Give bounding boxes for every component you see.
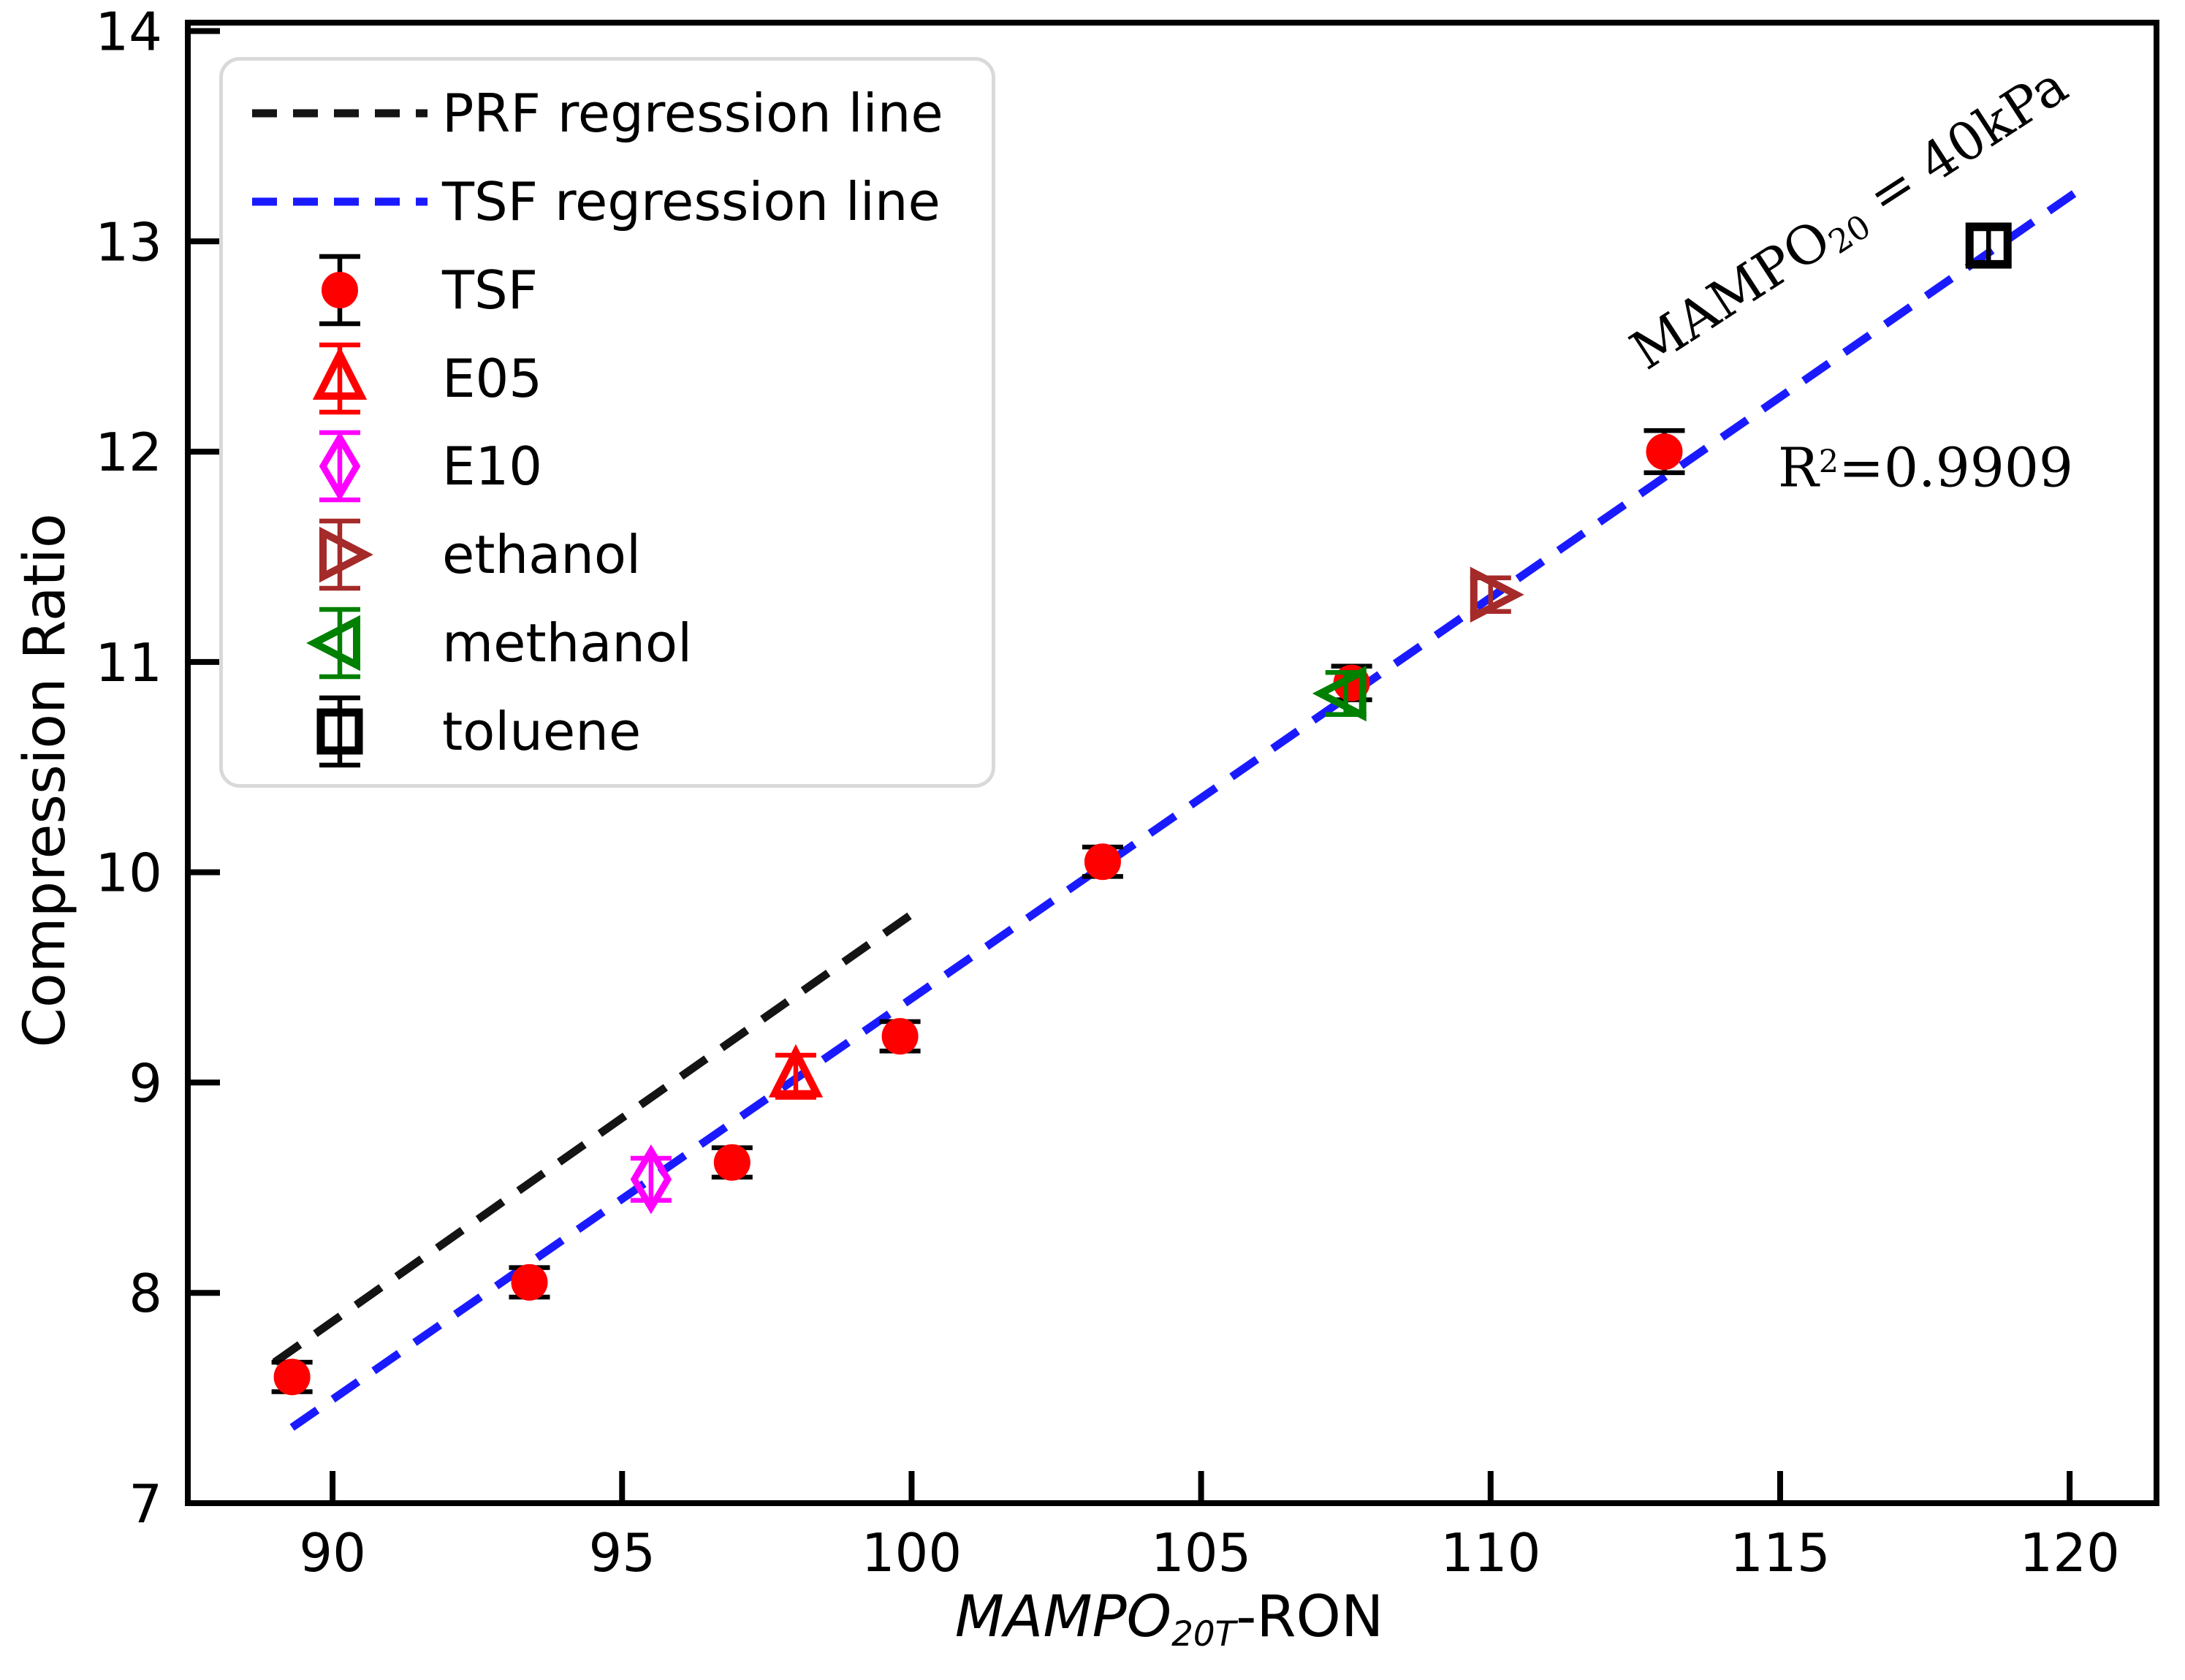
marker-ethanol: [1470, 566, 1524, 623]
y-tick-label: 14: [95, 1, 162, 63]
marker-tsf: [1646, 433, 1683, 471]
marker-tsf: [881, 1018, 919, 1055]
legend-marker: [319, 526, 373, 583]
legend-marker-icon: [319, 430, 361, 503]
x-tick-label: 110: [1440, 1522, 1540, 1584]
legend-item-ethanol: ethanol: [223, 511, 992, 598]
legend-item-label: toluene: [442, 700, 642, 762]
series-e05: [768, 1044, 824, 1100]
marker-e05: [768, 1044, 824, 1098]
legend-marker-icon: [312, 342, 368, 414]
legend-item-e10: E10: [223, 422, 992, 510]
legend-item-label: ethanol: [442, 524, 641, 586]
x-tick-label: 105: [1151, 1522, 1251, 1584]
legend-item-toluene: toluene: [223, 688, 992, 775]
marker-tsf: [511, 1263, 548, 1301]
legend-marker-icon: [319, 254, 360, 327]
x-axis-label: MAMPO20T-RON: [804, 1584, 1535, 1657]
legend-item-label: PRF regression line: [442, 83, 943, 145]
errorbar-e10: [630, 1155, 672, 1203]
marker-tsf: [273, 1358, 311, 1396]
marker-toluene: [1965, 222, 2012, 269]
legend-item-label: methanol: [442, 612, 693, 674]
y-tick-label: 11: [95, 632, 162, 693]
y-tick-label: 13: [95, 211, 162, 273]
y-tick-label: 8: [129, 1263, 162, 1324]
x-tick-label: 120: [2019, 1522, 2119, 1584]
legend-marker: [312, 346, 368, 400]
legend-marker-icon: [319, 518, 373, 591]
annotation-r-squared: R2=0.9909: [1703, 427, 2148, 500]
legend: PRF regression line TSF regression line TS…: [219, 57, 995, 788]
legend-marker: [319, 431, 361, 502]
legend-item-prf-regression-line: PRF regression line: [223, 69, 992, 157]
x-axis-label-suffix: -RON: [1236, 1584, 1384, 1650]
y-axis-label-text: Compression Ratio: [12, 513, 78, 1048]
regression-line-prf-regression-line: [272, 911, 914, 1366]
legend-marker: [316, 708, 363, 755]
legend-errorbar: [319, 518, 360, 591]
legend-item-label: E10: [442, 436, 543, 498]
legend-line-icon: [252, 109, 428, 118]
regression-line-tsf-regression-line: [289, 181, 2090, 1431]
x-tick-label: 100: [862, 1522, 962, 1584]
legend-line-icon: [252, 197, 428, 206]
legend-errorbar: [319, 607, 360, 680]
legend-marker-icon: [316, 695, 363, 767]
annotation-r2-main: R: [1778, 436, 1819, 500]
x-tick-label: 95: [588, 1522, 656, 1584]
errorbar-toluene: [1968, 226, 2010, 265]
y-tick-label: 7: [129, 1473, 162, 1535]
x-axis-label-subscript: 20T: [1171, 1615, 1236, 1655]
legend-marker-icon: [306, 607, 360, 680]
y-tick-label: 9: [129, 1052, 162, 1114]
legend-item-tsf-regression-line: TSF regression line: [223, 158, 992, 246]
y-tick-label: 10: [95, 843, 162, 904]
plot-frame: [185, 20, 2159, 1506]
marker-tsf: [713, 1144, 750, 1181]
x-tick-label: 90: [299, 1522, 366, 1584]
series-e10: [630, 1144, 672, 1215]
y-axis-label: Compression Ratio: [12, 488, 79, 1073]
legend-item-e05: E05: [223, 335, 992, 422]
marker-tsf: [1084, 843, 1121, 881]
series-ethanol: [1470, 566, 1524, 623]
annotation-r2-suffix: =0.9909: [1839, 436, 2073, 500]
legend-item-tsf: TSF: [223, 246, 992, 334]
x-axis-label-main: MAMPO: [954, 1584, 1172, 1650]
legend-marker: [322, 271, 358, 308]
legend-item-label: E05: [442, 347, 543, 409]
series-toluene: [1965, 222, 2012, 269]
y-tick-label: 12: [95, 422, 162, 483]
legend-errorbar: [319, 695, 360, 767]
legend-item-methanol: methanol: [223, 599, 992, 687]
marker-methanol: [1312, 665, 1367, 722]
legend-item-label: TSF regression line: [442, 171, 940, 233]
legend-marker: [306, 615, 360, 672]
marker-e10: [630, 1144, 672, 1215]
x-tick-label: 115: [1730, 1522, 1830, 1584]
series-methanol: [1312, 665, 1367, 722]
annotation-r2-superscript: 2: [1818, 444, 1839, 480]
legend-item-label: TSF: [442, 259, 539, 321]
